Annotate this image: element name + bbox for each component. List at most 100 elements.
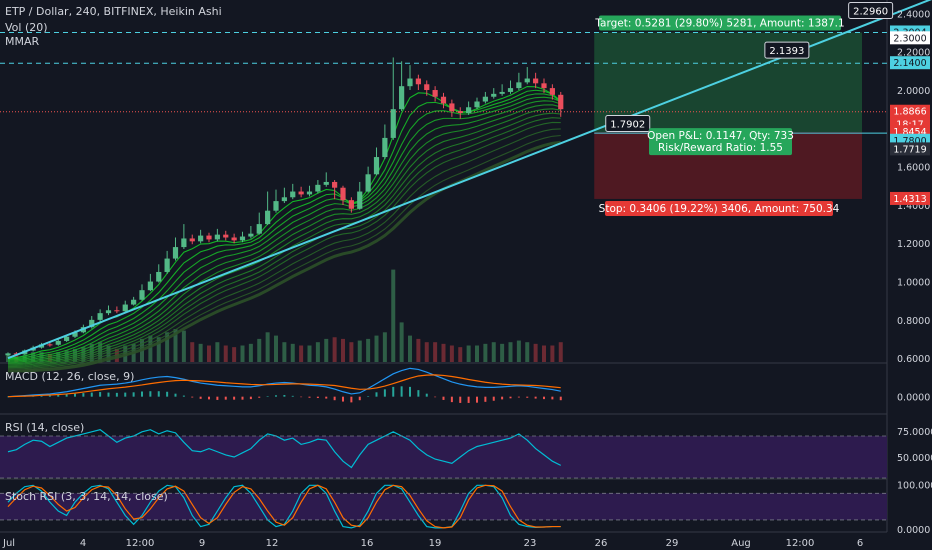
macd-histogram-bar (300, 396, 303, 398)
candle (131, 296, 137, 306)
stop-label-text: Stop: 0.3406 (19.22%) 3406, Amount: 750.… (599, 203, 840, 215)
macd-histogram-bar (216, 396, 219, 400)
pnl-label-box (649, 128, 792, 156)
price-tick-label: 0.8000 (897, 316, 930, 327)
candle (139, 284, 145, 301)
candle (164, 250, 170, 274)
macd-histogram-bar (316, 396, 319, 399)
volume-bar (349, 342, 354, 362)
stoch-k-line (7, 484, 561, 529)
price-tag-text: 1.8866 (893, 107, 926, 118)
candlesticks (5, 57, 564, 357)
macd-label: MACD (12, 26, close, 9) (5, 370, 134, 383)
trendline[interactable]: 1.7902 2.1393 2.2960 (7, 0, 932, 360)
price-tick-label: 0.6000 (897, 354, 930, 365)
macd-histogram-bar (509, 396, 512, 399)
macd-histogram-bar (157, 391, 160, 397)
price-axis[interactable]: 2.40002.20002.00001.80001.60001.40001.20… (890, 9, 930, 365)
macd-histogram-bar (476, 396, 478, 403)
candle (105, 305, 112, 316)
candle (122, 300, 128, 313)
volume-bar (165, 332, 170, 362)
label-text: 2.1393 (769, 46, 804, 57)
macd-histogram-bar (442, 396, 445, 400)
candle (491, 88, 497, 99)
candle-body (541, 83, 547, 89)
price-tag: 1.8866 (890, 104, 930, 118)
macd-histogram-bar (417, 390, 420, 397)
price-tag-box (890, 104, 930, 118)
candle (365, 166, 371, 193)
time-tick-label: 16 (361, 538, 374, 549)
candle (558, 91, 564, 117)
volume-bar (525, 342, 530, 362)
volume-bar (315, 342, 320, 362)
macd-histogram-bar (90, 392, 93, 397)
volume-bar (441, 343, 446, 362)
price-tag-text: 1.8454 (893, 127, 926, 138)
candle (466, 101, 472, 115)
candle-body (533, 78, 539, 84)
macd-histogram-bar (233, 396, 236, 400)
candle (265, 191, 271, 226)
candle-body (549, 88, 555, 95)
macd-histogram-bar (258, 396, 261, 398)
macd-histogram-bar (517, 396, 520, 398)
candle-body (365, 174, 371, 192)
candle-body (156, 271, 162, 282)
macd-histogram-bar (333, 396, 336, 401)
candle (147, 273, 153, 292)
price-tag-text: 1.4313 (893, 194, 926, 205)
candle (348, 197, 354, 213)
mmar-line (7, 96, 561, 362)
macd-histogram-bar (275, 395, 277, 397)
candle (206, 232, 212, 243)
candle-body (482, 96, 488, 102)
trendline-segment[interactable] (7, 0, 932, 360)
price-tag-text: 2.1400 (893, 58, 926, 69)
macd-histogram-bar (392, 386, 395, 397)
target-label: Target: 0.5281 (29.80%) 5281, Amount: 13… (594, 15, 845, 31)
candle-body (256, 224, 262, 234)
volume-bar (215, 342, 220, 362)
volume-bar (148, 335, 153, 362)
position-labels: Target: 0.5281 (29.80%) 5281, Amount: 13… (594, 15, 845, 216)
time-axis[interactable]: Jul 4 12:00 9 12 16 19 23 26 29 Aug 12:00 6 (2, 538, 863, 549)
candle-body (558, 94, 564, 110)
candle (298, 186, 304, 198)
trendline-price-label: 2.1393 (764, 41, 810, 59)
pane-separators (0, 0, 888, 533)
macd-histogram-bar (551, 396, 554, 400)
candle (181, 224, 187, 249)
horizontal-lines (0, 31, 887, 134)
candle (440, 92, 447, 109)
time-tick-label: 12 (266, 538, 279, 549)
candle-body (147, 281, 153, 291)
candle (524, 67, 530, 85)
price-tag-text: 18:17 (896, 119, 923, 130)
volume-bar (366, 338, 371, 362)
macd-histogram-bar (166, 391, 169, 397)
candle (256, 212, 262, 235)
mmar-line (7, 140, 561, 373)
candle-body (290, 191, 296, 198)
volume-bar (232, 347, 237, 362)
volume-bar (73, 348, 77, 362)
macd-histogram-bar (191, 396, 194, 398)
volume-bar (550, 345, 555, 362)
candle (549, 84, 555, 100)
candle (5, 352, 11, 357)
volume-bar (257, 338, 262, 362)
stop-label-box (605, 200, 833, 216)
volume-bar (374, 335, 379, 362)
price-tick-label: 2.2000 (897, 48, 930, 59)
candle-body (432, 90, 438, 97)
candle-body (55, 340, 61, 345)
mmar-indicator-label: MMAR (5, 35, 40, 48)
candle (424, 80, 430, 96)
candle-body (223, 234, 229, 238)
candle-body (298, 191, 304, 195)
volume-bar (449, 345, 454, 362)
candle-body (72, 332, 78, 337)
